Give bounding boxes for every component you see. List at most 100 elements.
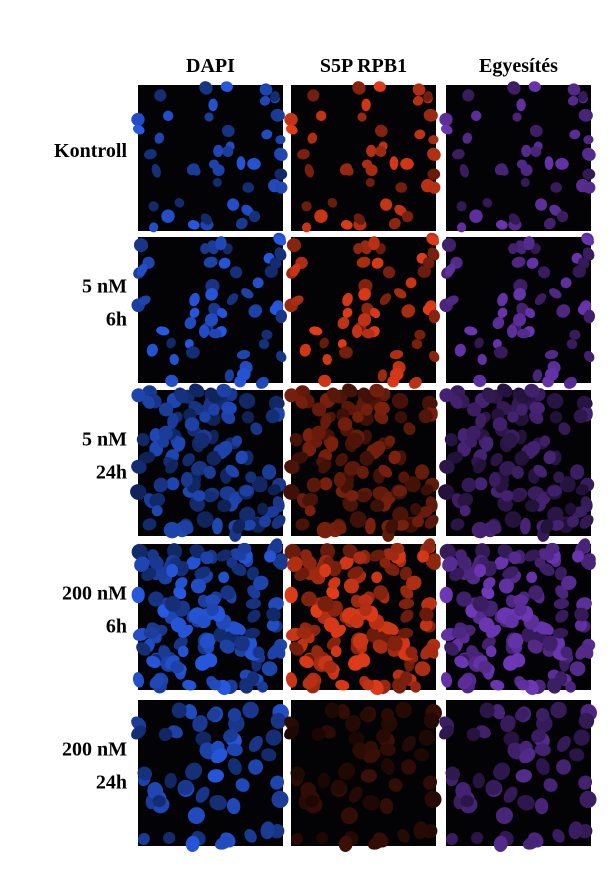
nucleus bbox=[504, 511, 522, 528]
nucleus bbox=[158, 727, 173, 741]
nucleus bbox=[305, 794, 319, 808]
nucleus bbox=[301, 591, 317, 607]
nucleus bbox=[582, 247, 595, 261]
nucleus bbox=[420, 484, 434, 496]
nucleus bbox=[200, 213, 213, 225]
nucleus bbox=[424, 395, 438, 409]
nucleus bbox=[131, 388, 146, 403]
nucleus bbox=[221, 401, 237, 415]
nucleus bbox=[337, 417, 353, 432]
micrograph-panel bbox=[131, 538, 288, 696]
nucleus bbox=[583, 135, 594, 145]
nucleus bbox=[323, 617, 339, 633]
nucleus bbox=[142, 518, 157, 531]
micrograph-panel bbox=[438, 383, 595, 542]
nucleus bbox=[266, 607, 281, 622]
nucleus bbox=[427, 168, 441, 180]
nucleus bbox=[419, 607, 434, 622]
nucleus bbox=[410, 681, 421, 693]
nucleus bbox=[270, 775, 285, 790]
nucleus bbox=[394, 411, 408, 424]
nucleus bbox=[357, 112, 367, 122]
nucleus bbox=[261, 129, 273, 140]
nucleus bbox=[384, 622, 399, 636]
nucleus bbox=[338, 762, 356, 780]
nucleus bbox=[516, 98, 526, 112]
nucleus bbox=[414, 464, 430, 480]
nucleus bbox=[275, 181, 288, 194]
nucleus bbox=[221, 124, 235, 138]
nucleus bbox=[182, 679, 197, 691]
nucleus bbox=[474, 563, 487, 578]
nucleus bbox=[390, 367, 404, 381]
nucleus bbox=[307, 132, 318, 144]
nucleus bbox=[456, 591, 472, 607]
nucleus bbox=[369, 383, 385, 398]
nucleus bbox=[244, 829, 257, 843]
nucleus bbox=[454, 655, 469, 669]
nucleus bbox=[226, 293, 239, 306]
nucleus bbox=[271, 514, 286, 529]
nucleus bbox=[284, 586, 298, 604]
nucleus bbox=[234, 635, 250, 652]
nucleus bbox=[526, 571, 538, 584]
nucleus bbox=[394, 288, 407, 299]
nucleus bbox=[231, 435, 243, 447]
nucleus bbox=[545, 367, 559, 381]
nucleus bbox=[212, 517, 223, 535]
nucleus bbox=[131, 459, 147, 474]
nucleus bbox=[388, 450, 401, 465]
nucleus bbox=[241, 288, 254, 299]
nucleus bbox=[439, 543, 456, 560]
nucleus bbox=[535, 198, 548, 211]
nucleus bbox=[490, 453, 503, 467]
nucleus bbox=[512, 112, 522, 122]
nucleus bbox=[323, 660, 337, 674]
nucleus bbox=[237, 542, 252, 554]
nucleus bbox=[166, 337, 176, 349]
nucleus bbox=[534, 293, 547, 306]
nucleus bbox=[423, 108, 438, 122]
nucleus bbox=[391, 393, 409, 409]
nucleus bbox=[573, 409, 588, 424]
nucleus bbox=[546, 393, 564, 409]
nucleus bbox=[514, 708, 529, 721]
nucleus bbox=[404, 476, 421, 493]
nucleus bbox=[274, 168, 288, 180]
nucleus bbox=[411, 339, 423, 350]
nucleus bbox=[470, 831, 484, 844]
nucleus bbox=[342, 383, 358, 398]
nucleus bbox=[327, 198, 338, 208]
nucleus bbox=[131, 112, 145, 127]
row-label: 5 nM bbox=[82, 429, 127, 451]
nucleus bbox=[377, 369, 388, 382]
nucleus bbox=[345, 715, 361, 733]
nucleus bbox=[138, 451, 155, 464]
nucleus bbox=[477, 354, 487, 365]
nucleus bbox=[302, 492, 319, 508]
nucleus bbox=[302, 427, 314, 442]
nucleus bbox=[569, 329, 581, 340]
nucleus bbox=[368, 836, 386, 850]
nucleus bbox=[500, 490, 514, 502]
nucleus bbox=[370, 499, 385, 513]
nucleus bbox=[471, 110, 482, 121]
nucleus bbox=[260, 821, 275, 840]
nucleus bbox=[475, 413, 487, 429]
nucleus bbox=[401, 304, 416, 318]
nucleus bbox=[533, 464, 548, 478]
nucleus bbox=[492, 417, 508, 432]
nucleus bbox=[422, 257, 435, 269]
nucleus bbox=[400, 157, 414, 170]
nucleus bbox=[192, 715, 208, 733]
nucleus bbox=[568, 821, 583, 840]
nucleus bbox=[516, 403, 528, 416]
nucleus bbox=[497, 383, 513, 398]
nucleus bbox=[196, 615, 211, 629]
nucleus bbox=[349, 511, 367, 528]
nucleus bbox=[482, 387, 497, 404]
nucleus bbox=[540, 519, 554, 534]
nucleus bbox=[326, 436, 339, 452]
nucleus bbox=[186, 346, 200, 359]
nucleus bbox=[582, 555, 596, 571]
